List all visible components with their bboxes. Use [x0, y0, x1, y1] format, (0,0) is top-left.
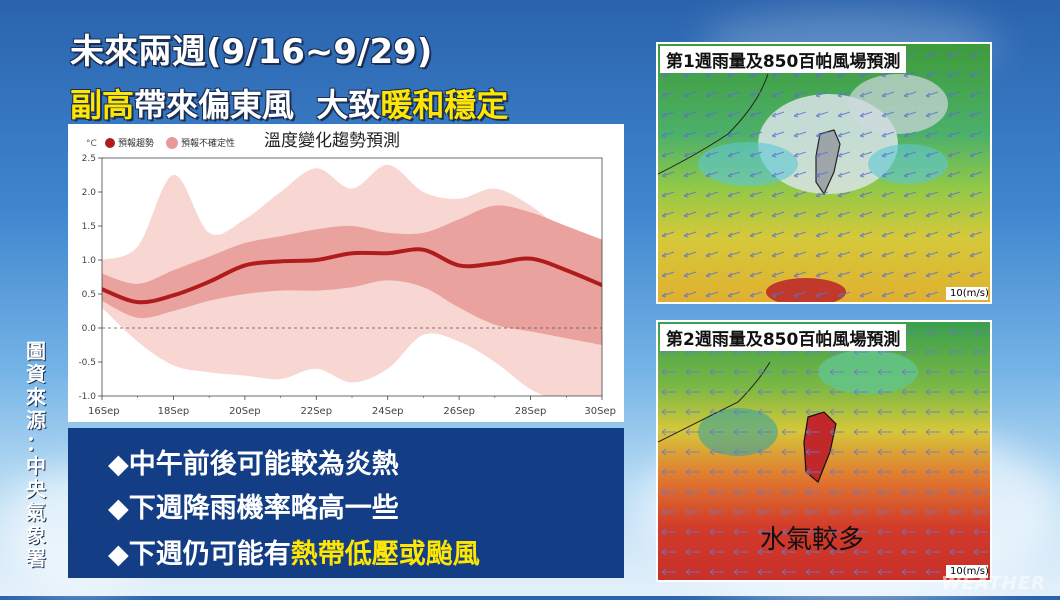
y-tick-label: 1.0 — [82, 256, 97, 266]
week2-rain-wind-map: 水氣較多 第2週雨量及850百帕風場預測 10(m/s) — [656, 320, 992, 582]
chart-svg: -1.0 -0.5 0.0 0.5 1.0 1.5 2.0 2.5 16Sep 18Sep 20Se… — [68, 124, 624, 422]
weather-watermark: WEATHER — [941, 573, 1046, 594]
key-point-text: ◆下週仍可能有 — [108, 539, 291, 570]
y-tick-label: 0.5 — [82, 290, 96, 300]
temperature-trend-chart: -1.0 -0.5 0.0 0.5 1.0 1.5 2.0 2.5 16Sep 18Sep 20Se… — [68, 124, 624, 422]
moisture-label: 水氣較多 — [760, 525, 864, 555]
source-credit-char: 氣 — [22, 501, 50, 524]
subtitle-text-2: 大致 — [316, 86, 380, 124]
page-title: 未來兩週(9/16~9/29) — [70, 24, 432, 73]
week2-map-graphic: 水氣較多 — [658, 322, 990, 580]
y-tick-label: 2.5 — [82, 154, 96, 164]
key-point: ◆下週仍可能有熱帶低壓或颱風 — [108, 532, 480, 571]
week1-rain-wind-map: 第1週雨量及850百帕風場預測 10(m/s) — [656, 42, 992, 304]
source-credit-char: 源 — [22, 409, 50, 432]
y-tick-label: -1.0 — [78, 392, 96, 402]
week1-map-title: 第1週雨量及850百帕風場預測 — [660, 46, 906, 73]
x-tick-label: 18Sep — [158, 406, 190, 417]
key-point: ◆下週降雨機率略高一些 — [108, 486, 399, 525]
key-point-highlight: 熱帶低壓或颱風 — [291, 539, 480, 570]
x-tick-label: 16Sep — [88, 406, 120, 417]
week1-map-graphic — [658, 44, 990, 302]
subtitle-highlight-2: 暖和穩定 — [380, 86, 508, 124]
source-credit-char: 象 — [22, 524, 50, 547]
x-tick-label: 22Sep — [300, 406, 332, 417]
wind-scale-legend: 10(m/s) — [946, 287, 988, 300]
key-point-text: ◆下週降雨機率略高一些 — [108, 493, 399, 524]
source-credit-char: 署 — [22, 547, 50, 570]
legend-label-uncertainty: 預報不確定性 — [181, 137, 235, 149]
chart-unit-label: °C — [86, 139, 97, 149]
key-point-text: ◆中午前後可能較為炎熱 — [108, 449, 399, 480]
source-credit-char: 來 — [22, 386, 50, 409]
x-tick-label: 20Sep — [229, 406, 261, 417]
source-credit: 圖資來源：中央氣象署 — [22, 340, 50, 570]
source-credit-char: 圖 — [22, 340, 50, 363]
source-credit-char: 中 — [22, 455, 50, 478]
subtitle-text-1: 帶來偏東風 — [134, 86, 294, 124]
chart-title: 溫度變化趨勢預測 — [264, 131, 400, 151]
legend-swatch-trend — [105, 138, 115, 148]
x-tick-label: 24Sep — [372, 406, 404, 417]
legend-swatch-uncertainty — [166, 137, 178, 149]
week2-map-title: 第2週雨量及850百帕風場預測 — [660, 324, 906, 351]
key-points-panel: ◆中午前後可能較為炎熱 ◆下週降雨機率略高一些 ◆下週仍可能有熱帶低壓或颱風 — [68, 428, 624, 578]
y-tick-label: 0.0 — [82, 324, 97, 334]
subtitle-highlight-1: 副高 — [70, 86, 134, 124]
x-tick-label: 28Sep — [515, 406, 547, 417]
y-tick-label: 2.0 — [82, 188, 97, 198]
source-credit-char: 央 — [22, 478, 50, 501]
y-tick-label: 1.5 — [82, 222, 96, 232]
key-point: ◆中午前後可能較為炎熱 — [108, 442, 399, 481]
page-subtitle: 副高帶來偏東風 大致暖和穩定 — [70, 80, 508, 126]
y-tick-label: -0.5 — [78, 358, 96, 368]
source-credit-char: 資 — [22, 363, 50, 386]
x-tick-label: 26Sep — [443, 406, 475, 417]
legend-label-trend: 預報趨勢 — [118, 137, 154, 149]
source-credit-char: ： — [22, 432, 50, 455]
x-tick-label: 30Sep — [584, 406, 616, 417]
